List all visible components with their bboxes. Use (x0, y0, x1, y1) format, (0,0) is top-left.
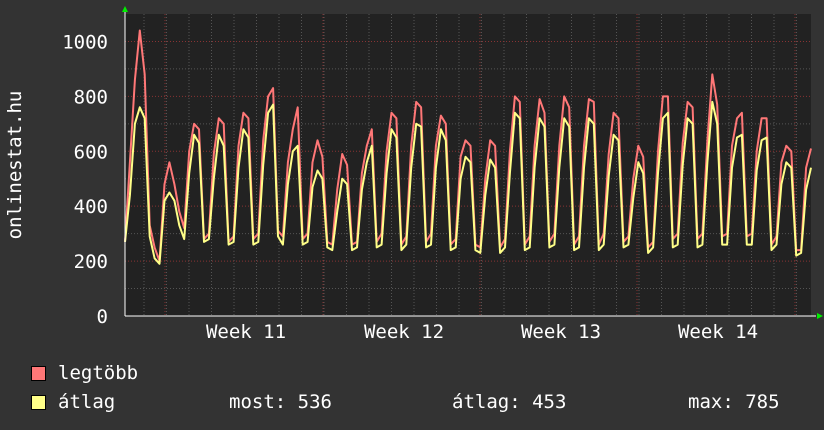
legend-label-legtobb: legtöbb (58, 362, 139, 384)
x-axis-arrow (817, 313, 823, 319)
y-tick-label: 1000 (62, 31, 108, 53)
y-axis-arrow (122, 6, 128, 12)
series-lines (124, 29, 812, 265)
legend-swatch-legtobb (31, 366, 46, 381)
y-tick-label: 400 (74, 196, 108, 218)
series-atlag-line (124, 100, 812, 265)
y-tick-label: 0 (97, 306, 108, 328)
stat-atlag: átlag: 453 (452, 391, 567, 413)
y-tick-label: 200 (74, 251, 108, 273)
y-tick-label: 600 (74, 141, 108, 163)
x-tick-label: Week 12 (364, 321, 444, 343)
stat-max: max: 785 (688, 391, 780, 413)
axis-labels: 0 200 400 600 800 1000 Week 11 Week 12 Week 13 We… (62, 31, 758, 343)
x-tick-label: Week 14 (678, 321, 758, 343)
y-tick-label: 800 (74, 86, 108, 108)
stat-most: most: 536 (229, 391, 332, 413)
x-tick-label: Week 11 (206, 321, 286, 343)
legend-label-atlag: átlag (58, 391, 116, 413)
x-tick-label: Week 13 (521, 321, 601, 343)
y-axis-label: onlinestat.hu (4, 91, 26, 240)
axes (122, 6, 823, 319)
legend-swatch-atlag (31, 395, 46, 410)
